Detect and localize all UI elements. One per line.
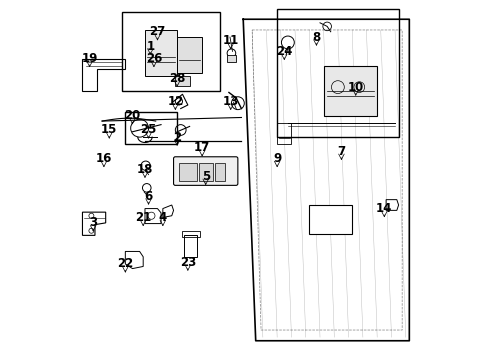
Text: 17: 17 [194, 141, 210, 154]
Bar [179, 163, 197, 181]
Text: 7: 7 [338, 145, 345, 158]
Bar [309, 205, 352, 234]
Text: 19: 19 [81, 52, 98, 65]
Text: 1: 1 [147, 40, 154, 53]
Text: 24: 24 [276, 45, 293, 58]
Bar [184, 235, 197, 257]
Text: 3: 3 [89, 216, 97, 229]
Text: 16: 16 [96, 152, 112, 165]
Text: 26: 26 [146, 52, 162, 65]
Bar [182, 231, 199, 237]
Text: 8: 8 [312, 31, 320, 44]
Text: 18: 18 [137, 163, 153, 176]
Bar [227, 55, 236, 62]
Text: 21: 21 [135, 211, 151, 224]
Bar [198, 163, 213, 181]
Text: 5: 5 [201, 170, 210, 183]
Text: 9: 9 [273, 152, 281, 165]
Text: 12: 12 [167, 95, 183, 108]
Bar [122, 12, 220, 91]
Bar [277, 9, 398, 137]
Text: 15: 15 [101, 123, 118, 136]
Bar [145, 30, 177, 76]
Text: 2: 2 [173, 131, 181, 144]
Text: 13: 13 [222, 95, 239, 108]
Text: 22: 22 [117, 257, 133, 270]
Text: 14: 14 [376, 202, 392, 215]
Text: 28: 28 [169, 72, 185, 85]
Text: 11: 11 [222, 34, 239, 47]
Text: 6: 6 [145, 190, 153, 203]
Text: 20: 20 [124, 109, 141, 122]
Text: 4: 4 [159, 211, 167, 224]
Bar [215, 163, 225, 181]
FancyBboxPatch shape [173, 157, 238, 185]
Text: 27: 27 [149, 25, 166, 38]
Bar [177, 37, 202, 73]
Bar [277, 123, 292, 144]
Bar [175, 76, 190, 86]
Text: 23: 23 [180, 256, 196, 269]
Text: 25: 25 [140, 123, 157, 136]
Bar [323, 66, 377, 116]
Text: 10: 10 [347, 81, 364, 94]
Bar [125, 112, 177, 144]
